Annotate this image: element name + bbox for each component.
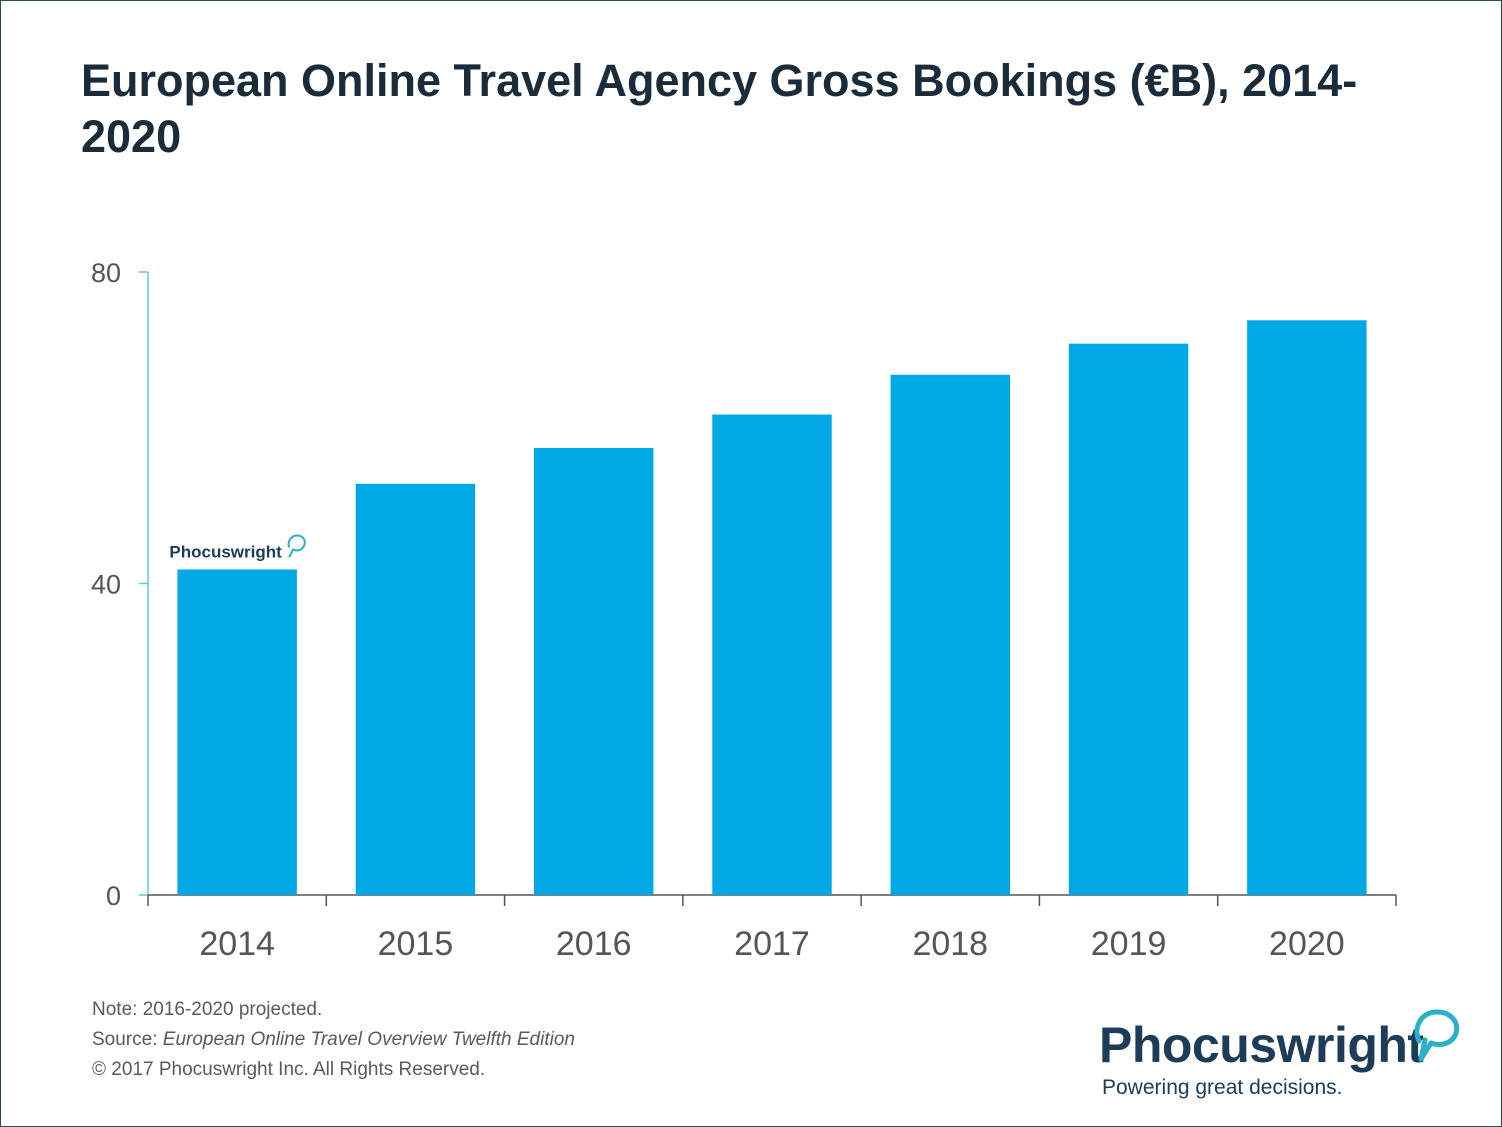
y-tick-label: 80 (91, 258, 121, 288)
speech-bubble-icon (1414, 1009, 1460, 1062)
source-title: European Online Travel Overview Twelfth … (162, 1029, 575, 1050)
watermark-logo: Phocuswright (169, 542, 282, 561)
bar (355, 483, 476, 895)
x-tick-label: 2014 (199, 925, 275, 963)
bar (1068, 343, 1189, 895)
bar (533, 447, 654, 895)
chart-notes: Note: 2016-2020 projected. Source: Europ… (92, 995, 575, 1085)
x-tick-label: 2015 (378, 925, 454, 963)
bar (1247, 320, 1367, 896)
copyright-text: © 2017 Phocuswright Inc. All Rights Rese… (92, 1059, 486, 1080)
watermark-bubble-icon (287, 534, 306, 558)
chart-title: European Online Travel Agency Gross Book… (81, 55, 1358, 162)
x-tick-label: 2017 (734, 925, 810, 963)
bar (177, 569, 297, 895)
bar (890, 374, 1011, 895)
source-line: Source: European Online Travel Overview … (92, 1025, 575, 1055)
source-label: Source: (92, 1029, 163, 1050)
x-tick-label: 2016 (556, 925, 632, 963)
y-tick-label: 40 (91, 570, 121, 600)
x-tick-label: 2020 (1269, 925, 1345, 963)
x-tick-label: 2019 (1091, 925, 1167, 963)
phocuswright-logo: Phocuswright Powering great decisions. (1099, 1007, 1479, 1107)
brand-tagline: Powering great decisions. (1102, 1076, 1343, 1099)
note-text: Note: 2016-2020 projected. (92, 999, 323, 1020)
x-tick-label: 2018 (912, 925, 988, 963)
brand-name: Phocuswright (1099, 1017, 1424, 1073)
bar (712, 414, 832, 895)
y-tick-label: 0 (106, 881, 121, 911)
